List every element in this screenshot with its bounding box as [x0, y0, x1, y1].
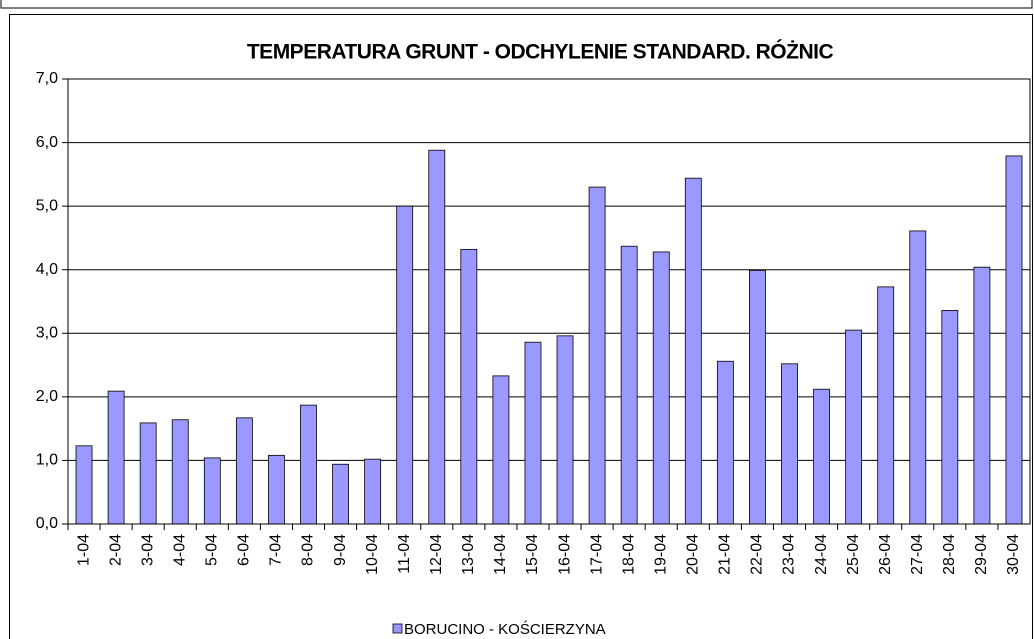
y-tick-label: 5,0	[36, 197, 58, 214]
bar	[524, 341, 542, 525]
bar	[620, 245, 638, 525]
bar	[652, 251, 670, 525]
y-tick-label: 6,0	[36, 134, 58, 151]
x-tick-label: 24-04	[813, 534, 830, 575]
bar	[492, 375, 510, 525]
bar	[556, 335, 574, 525]
y-tick-label: 3,0	[36, 325, 58, 342]
y-tick-label: 2,0	[36, 388, 58, 405]
x-tick-label: 11-04	[396, 534, 413, 574]
y-tick-label: 4,0	[36, 261, 58, 278]
y-tick-label: 1,0	[36, 452, 58, 469]
bar	[460, 248, 478, 525]
x-tick-label: 20-04	[685, 534, 702, 575]
bar	[300, 404, 317, 525]
x-tick-label: 27-04	[909, 534, 926, 575]
legend-label: BORUCINO - KOŚCIERZYNA	[404, 620, 606, 638]
legend-swatch	[392, 623, 403, 634]
x-tick-label: 6-04	[236, 534, 253, 566]
bar	[268, 454, 285, 525]
bar	[749, 269, 766, 525]
y-tick-label: 0,0	[36, 515, 58, 532]
x-tick-label: 3-04	[139, 534, 156, 566]
x-tick-label: 28-04	[941, 534, 958, 575]
top-frame	[0, 0, 1033, 9]
bar	[973, 266, 991, 525]
bar	[171, 419, 189, 525]
x-tick-label: 12-04	[428, 534, 445, 575]
bar	[813, 388, 830, 525]
bar	[909, 230, 927, 525]
bar	[107, 390, 125, 525]
x-tick-label: 18-04	[620, 534, 637, 575]
x-tick-label: 22-04	[749, 534, 766, 575]
x-tick-label: 26-04	[877, 534, 894, 575]
x-tick-label: 23-04	[781, 534, 798, 575]
x-tick-label: 14-04	[492, 534, 509, 575]
bar	[781, 363, 798, 525]
bar	[364, 458, 382, 525]
plot-area	[67, 78, 1031, 525]
x-tick-label: 10-04	[364, 534, 381, 575]
x-tick-label: 19-04	[652, 534, 669, 575]
x-tick-label: 2-04	[107, 534, 124, 566]
x-tick-label: 21-04	[717, 534, 734, 575]
bar	[428, 149, 446, 525]
x-tick-label: 25-04	[845, 534, 862, 575]
bar	[203, 457, 221, 525]
x-tick-label: 29-04	[973, 534, 990, 575]
bar	[716, 360, 734, 525]
x-tick-label: 13-04	[460, 534, 477, 575]
x-tick-label: 1-04	[75, 534, 92, 566]
x-tick-label: 5-04	[204, 534, 221, 566]
y-tick-label: 7,0	[36, 70, 58, 87]
bar	[396, 205, 414, 525]
x-tick-label: 16-04	[556, 534, 573, 575]
bar	[877, 286, 895, 525]
bar	[75, 445, 93, 525]
x-tick-label: 9-04	[332, 534, 349, 566]
bar	[1005, 155, 1023, 525]
x-tick-label: 8-04	[300, 534, 317, 566]
chart-title: TEMPERATURA GRUNT - ODCHYLENIE STANDARD.…	[247, 40, 834, 64]
bar	[139, 422, 157, 525]
x-tick-label: 17-04	[588, 534, 605, 575]
bar	[941, 309, 959, 525]
bar	[845, 329, 863, 525]
x-tick-label: 30-04	[1005, 534, 1022, 575]
x-tick-label: 7-04	[268, 534, 285, 566]
bar	[235, 417, 253, 525]
x-tick-label: 15-04	[524, 534, 541, 575]
bar	[332, 463, 349, 525]
bar	[684, 177, 702, 525]
bar	[588, 186, 606, 525]
x-tick-label: 4-04	[171, 534, 188, 566]
